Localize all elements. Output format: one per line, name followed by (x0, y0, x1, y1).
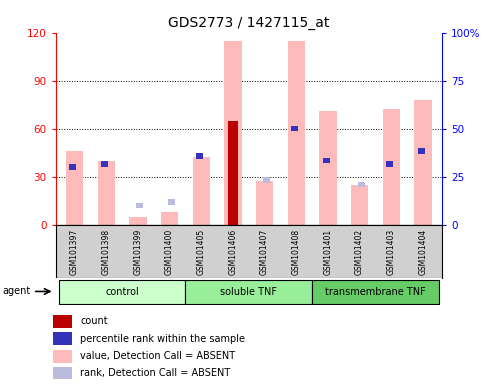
Text: GSM101407: GSM101407 (260, 229, 269, 275)
Bar (263, 177, 270, 183)
Bar (383, 109, 400, 225)
Text: rank, Detection Call = ABSENT: rank, Detection Call = ABSENT (80, 368, 230, 378)
Bar (70, 164, 76, 170)
Bar (53, 367, 71, 379)
Bar (256, 182, 273, 225)
Text: GSM101406: GSM101406 (228, 229, 238, 275)
Bar (136, 203, 143, 208)
Bar (98, 161, 115, 225)
Bar (129, 217, 147, 225)
Bar (414, 100, 432, 225)
Text: percentile rank within the sample: percentile rank within the sample (80, 334, 245, 344)
Bar (53, 315, 71, 328)
Text: GSM101402: GSM101402 (355, 229, 364, 275)
Text: transmembrane TNF: transmembrane TNF (325, 287, 426, 297)
Bar (196, 153, 203, 159)
Title: GDS2773 / 1427115_at: GDS2773 / 1427115_at (168, 16, 329, 30)
Bar (224, 41, 242, 225)
Bar (319, 111, 337, 225)
Bar (59, 280, 185, 304)
Bar (101, 161, 108, 167)
Bar (168, 199, 175, 205)
Text: GSM101400: GSM101400 (165, 229, 174, 275)
Text: GSM101404: GSM101404 (418, 229, 427, 275)
Text: GSM101398: GSM101398 (102, 229, 111, 275)
Bar (358, 182, 365, 187)
Bar (53, 333, 71, 345)
Bar (386, 161, 393, 167)
Bar (227, 121, 238, 225)
Bar (193, 157, 210, 225)
Bar (351, 185, 369, 225)
Text: GSM101397: GSM101397 (70, 229, 79, 275)
Bar (291, 126, 298, 131)
Text: GSM101401: GSM101401 (324, 229, 332, 275)
Text: agent: agent (2, 286, 30, 296)
Text: soluble TNF: soluble TNF (220, 287, 277, 297)
Bar (185, 280, 312, 304)
Bar (53, 350, 71, 362)
Bar (228, 142, 235, 147)
Bar (323, 158, 330, 164)
Text: count: count (80, 316, 108, 326)
Text: value, Detection Call = ABSENT: value, Detection Call = ABSENT (80, 351, 235, 361)
Bar (418, 148, 425, 154)
Bar (312, 280, 439, 304)
Text: control: control (105, 287, 139, 297)
Text: GSM101399: GSM101399 (133, 229, 142, 275)
Text: GSM101408: GSM101408 (292, 229, 301, 275)
Bar (287, 41, 305, 225)
Bar (66, 151, 83, 225)
Bar (161, 212, 178, 225)
Text: GSM101403: GSM101403 (387, 229, 396, 275)
Text: GSM101405: GSM101405 (197, 229, 206, 275)
